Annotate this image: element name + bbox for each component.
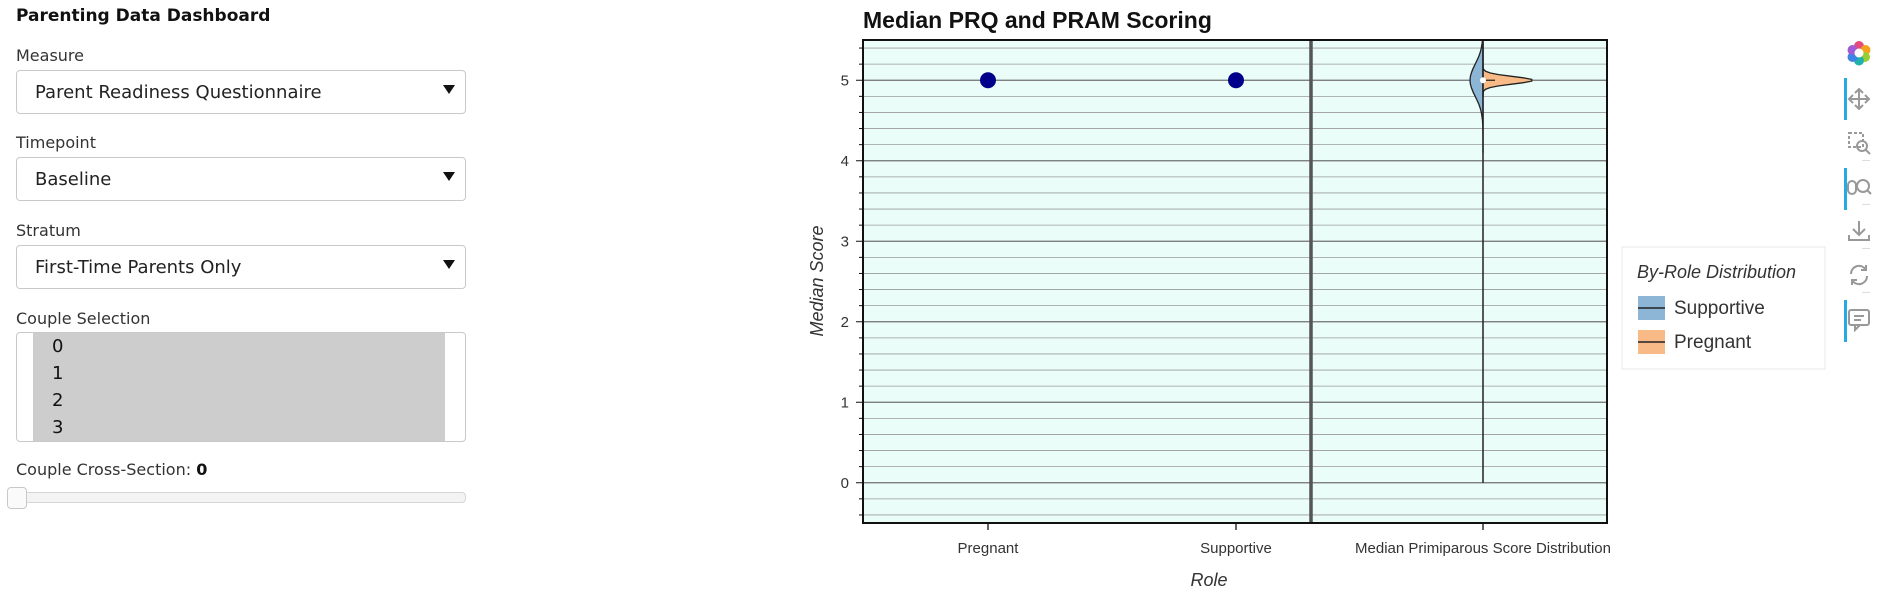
data-point-pregnant	[980, 72, 996, 89]
x-axis-label: Role	[1190, 570, 1227, 590]
plot-frame	[862, 39, 1608, 524]
stratum-select-value: First-Time Parents Only	[35, 257, 242, 278]
couple-option[interactable]: 1	[52, 363, 64, 384]
data-point-supportive	[1228, 72, 1244, 89]
couple-selection-label: Couple Selection	[16, 309, 151, 328]
cross-section-label-text: Couple Cross-Section:	[16, 460, 197, 479]
legend-label: Supportive	[1674, 298, 1765, 319]
chevron-down-icon	[443, 172, 455, 181]
x-tick-label: Median Primiparous Score Distribution	[1355, 540, 1611, 557]
timepoint-select[interactable]: Baseline	[16, 157, 466, 201]
x-tick-label: Pregnant	[958, 540, 1020, 557]
y-tick-label: 5	[841, 72, 849, 89]
couple-option[interactable]: 0	[52, 336, 64, 357]
pan-icon[interactable]	[1846, 86, 1872, 112]
y-tick-label: 4	[841, 153, 849, 170]
app-title: Parenting Data Dashboard	[16, 6, 271, 26]
couple-option[interactable]: 3	[52, 417, 64, 438]
y-tick-label: 0	[841, 475, 849, 492]
stratum-select[interactable]: First-Time Parents Only	[16, 245, 466, 289]
measure-select-value: Parent Readiness Questionnaire	[35, 82, 322, 103]
legend-label: Pregnant	[1674, 332, 1752, 353]
wheel-zoom-icon[interactable]	[1846, 175, 1872, 201]
chevron-down-icon	[443, 85, 455, 94]
y-tick-label: 1	[841, 394, 849, 411]
y-tick-label: 3	[841, 233, 849, 250]
violin-median-marker	[1480, 77, 1486, 84]
chevron-down-icon	[443, 260, 455, 269]
active-tool-indicator	[1844, 78, 1847, 120]
measure-select[interactable]: Parent Readiness Questionnaire	[16, 70, 466, 114]
toolbar-separator	[1862, 248, 1870, 249]
active-tool-indicator	[1844, 168, 1847, 210]
bokeh-logo-icon[interactable]	[1846, 40, 1872, 66]
reset-icon[interactable]	[1846, 262, 1872, 288]
chart: Median PRQ and PRAM Scoring 0 1 2 3 4 5 Pregnan…	[807, 7, 1826, 590]
y-axis-label: Median Score	[807, 225, 827, 336]
toolbar-separator	[1862, 204, 1870, 205]
legend-title: By-Role Distribution	[1637, 262, 1796, 282]
cross-section-value: 0	[196, 460, 208, 479]
cross-section-slider-handle[interactable]	[7, 487, 27, 509]
box-zoom-icon[interactable]	[1846, 130, 1872, 156]
measure-label: Measure	[16, 46, 84, 65]
active-tool-indicator	[1844, 300, 1847, 342]
y-tick-label: 2	[841, 314, 849, 331]
couple-option[interactable]: 2	[52, 390, 64, 411]
legend: By-Role Distribution Supportive Pregnant	[1621, 246, 1826, 370]
timepoint-select-value: Baseline	[35, 169, 112, 190]
cross-section-label: Couple Cross-Section: 0	[16, 460, 207, 479]
couple-options: 0 1 2 3	[33, 333, 445, 441]
chart-title: Median PRQ and PRAM Scoring	[863, 7, 1212, 33]
hover-icon[interactable]	[1846, 306, 1872, 332]
stratum-label: Stratum	[16, 221, 81, 240]
toolbar-separator	[1862, 292, 1870, 293]
save-icon[interactable]	[1846, 218, 1872, 244]
couple-multiselect[interactable]: 0 1 2 3	[16, 332, 466, 442]
timepoint-label: Timepoint	[16, 133, 96, 152]
toolbar-separator	[1862, 160, 1870, 161]
cross-section-slider-track[interactable]	[16, 492, 466, 503]
x-tick-label: Supportive	[1200, 540, 1272, 557]
